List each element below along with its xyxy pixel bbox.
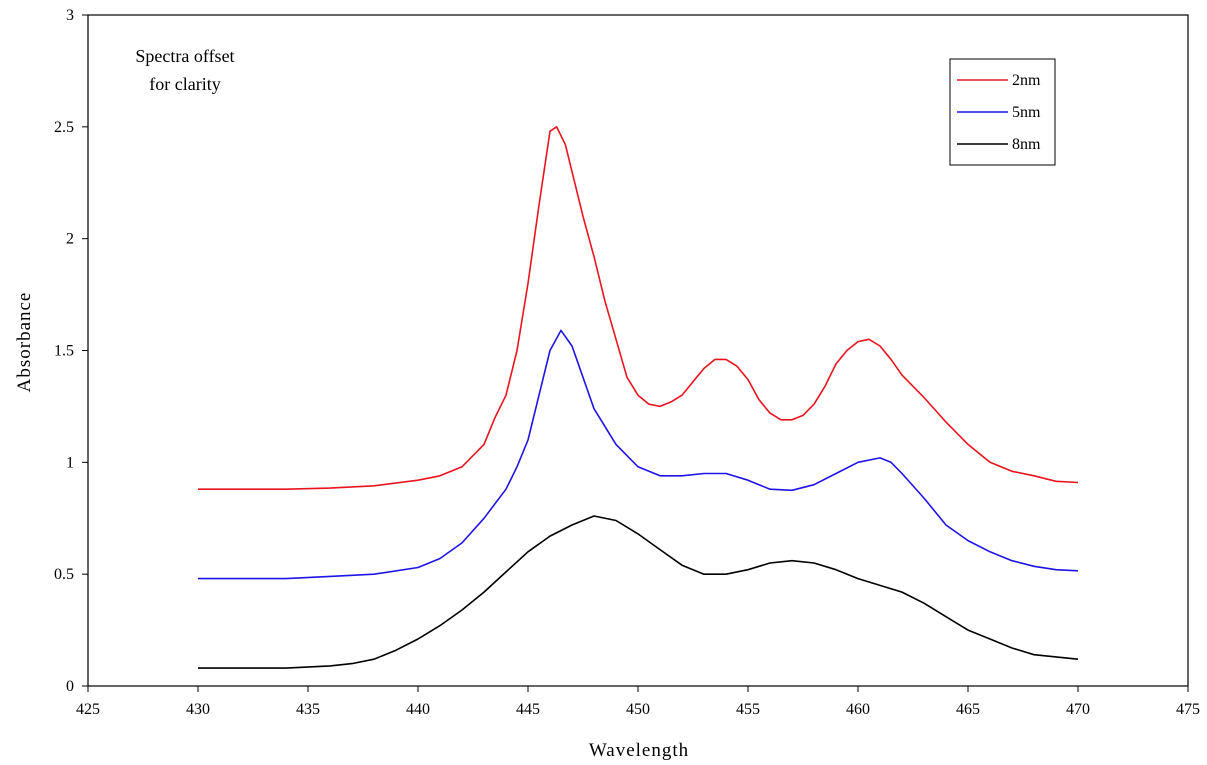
x-tick-label: 460 xyxy=(846,701,870,718)
y-tick-label: 1 xyxy=(66,454,74,471)
annotation-line-1: Spectra offset xyxy=(135,46,234,66)
x-tick-label: 425 xyxy=(76,701,100,718)
legend-label-2nm: 2nm xyxy=(1012,72,1041,89)
y-tick-label: 3 xyxy=(66,7,74,24)
legend-label-8nm: 8nm xyxy=(1012,136,1041,153)
series-layer xyxy=(198,126,1079,669)
x-tick-label: 440 xyxy=(406,701,430,718)
x-tick-label: 445 xyxy=(516,701,540,718)
x-tick-label: 450 xyxy=(626,701,650,718)
series-line-2nm xyxy=(198,126,1079,490)
y-tick-label: 2.5 xyxy=(54,119,74,136)
series-line-8nm xyxy=(198,515,1079,669)
y-axis-title: Absorbance xyxy=(14,292,35,393)
x-tick-label: 430 xyxy=(186,701,210,718)
y-axis: 0 0.5 1 1.5 2 2.5 3 xyxy=(54,7,88,695)
y-tick-label: 2 xyxy=(66,231,74,248)
x-tick-label: 455 xyxy=(736,701,760,718)
legend-label-5nm: 5nm xyxy=(1012,104,1041,121)
y-tick-label: 0 xyxy=(66,678,74,695)
x-tick-label: 475 xyxy=(1176,701,1200,718)
x-tick-label: 465 xyxy=(956,701,980,718)
y-tick-label: 1.5 xyxy=(54,343,74,360)
annotation-line-2: for clarity xyxy=(149,74,220,94)
legend: 2nm 5nm 8nm xyxy=(949,58,1056,166)
x-tick-label: 435 xyxy=(296,701,320,718)
x-tick-label: 470 xyxy=(1066,701,1090,718)
series-line-5nm xyxy=(198,329,1079,580)
x-axis-title: Wavelength xyxy=(589,740,689,761)
y-tick-label: 0.5 xyxy=(54,566,74,583)
x-axis: 425 430 435 440 445 450 455 460 465 470 475 xyxy=(76,686,1200,718)
